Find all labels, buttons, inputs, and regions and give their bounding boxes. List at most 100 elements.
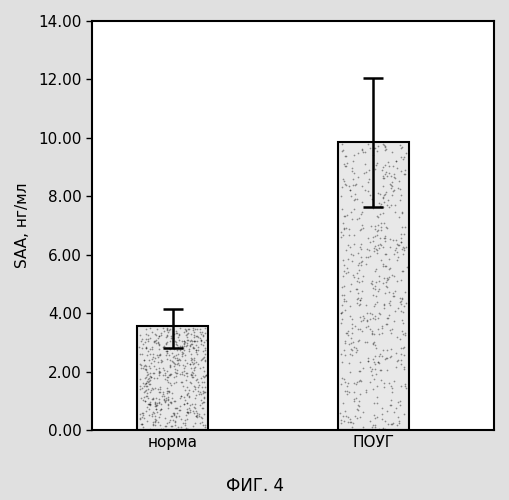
Point bbox=[199, 422, 207, 430]
Point bbox=[341, 180, 349, 188]
Point bbox=[155, 395, 163, 403]
Point bbox=[364, 178, 372, 186]
Point bbox=[344, 327, 352, 335]
Point bbox=[156, 350, 164, 358]
Point bbox=[189, 343, 197, 351]
Point bbox=[392, 404, 400, 411]
Point bbox=[162, 394, 170, 402]
Point bbox=[341, 152, 349, 160]
Point bbox=[138, 413, 146, 421]
Point bbox=[341, 306, 349, 314]
Point bbox=[354, 400, 362, 408]
Point bbox=[342, 246, 350, 254]
Point bbox=[136, 415, 144, 423]
Point bbox=[379, 346, 387, 354]
Point bbox=[159, 388, 167, 396]
Point bbox=[160, 326, 168, 334]
Point bbox=[338, 184, 346, 192]
Point bbox=[392, 248, 401, 256]
Point bbox=[183, 372, 191, 380]
Point bbox=[180, 394, 188, 402]
Point bbox=[153, 374, 161, 382]
Point bbox=[354, 337, 362, 345]
Point bbox=[350, 380, 358, 388]
Point bbox=[352, 380, 360, 388]
Point bbox=[386, 234, 394, 242]
Point bbox=[183, 398, 191, 406]
Point bbox=[380, 274, 388, 281]
Point bbox=[400, 302, 408, 310]
Point bbox=[341, 407, 349, 415]
Point bbox=[363, 140, 372, 147]
Point bbox=[166, 337, 174, 345]
Point bbox=[337, 309, 346, 317]
Point bbox=[349, 250, 357, 258]
Point bbox=[159, 324, 167, 332]
Point bbox=[375, 425, 383, 433]
Point bbox=[398, 356, 406, 364]
Point bbox=[181, 338, 189, 346]
Point bbox=[356, 376, 364, 384]
Point bbox=[176, 324, 184, 332]
Point bbox=[165, 386, 174, 394]
Point bbox=[151, 400, 159, 408]
Point bbox=[382, 168, 390, 176]
Point bbox=[143, 404, 151, 411]
Point bbox=[355, 376, 363, 384]
Point bbox=[373, 393, 381, 401]
Point bbox=[200, 338, 208, 346]
Point bbox=[398, 294, 406, 302]
Point bbox=[192, 414, 201, 422]
Point bbox=[402, 384, 410, 392]
Point bbox=[147, 402, 155, 409]
Point bbox=[345, 359, 353, 367]
Point bbox=[383, 366, 391, 374]
Point bbox=[162, 348, 171, 356]
Point bbox=[358, 424, 366, 432]
Point bbox=[339, 272, 347, 280]
Point bbox=[351, 190, 359, 198]
Point bbox=[342, 330, 350, 338]
Point bbox=[178, 342, 186, 350]
Point bbox=[200, 388, 208, 396]
Point bbox=[182, 368, 190, 376]
Point bbox=[156, 352, 164, 360]
Point bbox=[355, 402, 363, 410]
Point bbox=[196, 328, 204, 336]
Point bbox=[371, 360, 379, 368]
Point bbox=[368, 423, 376, 431]
Point bbox=[190, 366, 199, 374]
Point bbox=[193, 360, 202, 368]
Point bbox=[160, 366, 168, 374]
Point bbox=[185, 404, 193, 412]
Point bbox=[182, 376, 190, 384]
Point bbox=[393, 256, 401, 264]
Point bbox=[400, 170, 408, 177]
Point bbox=[385, 288, 393, 296]
Point bbox=[337, 301, 346, 309]
Point bbox=[400, 363, 408, 371]
Point bbox=[385, 326, 393, 334]
Point bbox=[354, 406, 362, 413]
Point bbox=[401, 343, 409, 351]
Point bbox=[372, 292, 380, 300]
Point bbox=[172, 412, 180, 420]
Point bbox=[391, 306, 399, 314]
Point bbox=[178, 368, 186, 376]
Point bbox=[340, 417, 348, 425]
Point bbox=[353, 295, 361, 303]
Point bbox=[199, 398, 207, 406]
Point bbox=[379, 243, 387, 251]
Point bbox=[371, 341, 379, 349]
Point bbox=[147, 360, 155, 368]
Point bbox=[349, 175, 357, 183]
Point bbox=[173, 354, 181, 362]
Point bbox=[380, 300, 388, 308]
Point bbox=[141, 338, 149, 346]
Point bbox=[377, 224, 385, 232]
Point bbox=[366, 325, 374, 333]
Point bbox=[149, 350, 157, 358]
Point bbox=[186, 402, 194, 409]
Point bbox=[182, 330, 190, 338]
Point bbox=[358, 182, 366, 190]
